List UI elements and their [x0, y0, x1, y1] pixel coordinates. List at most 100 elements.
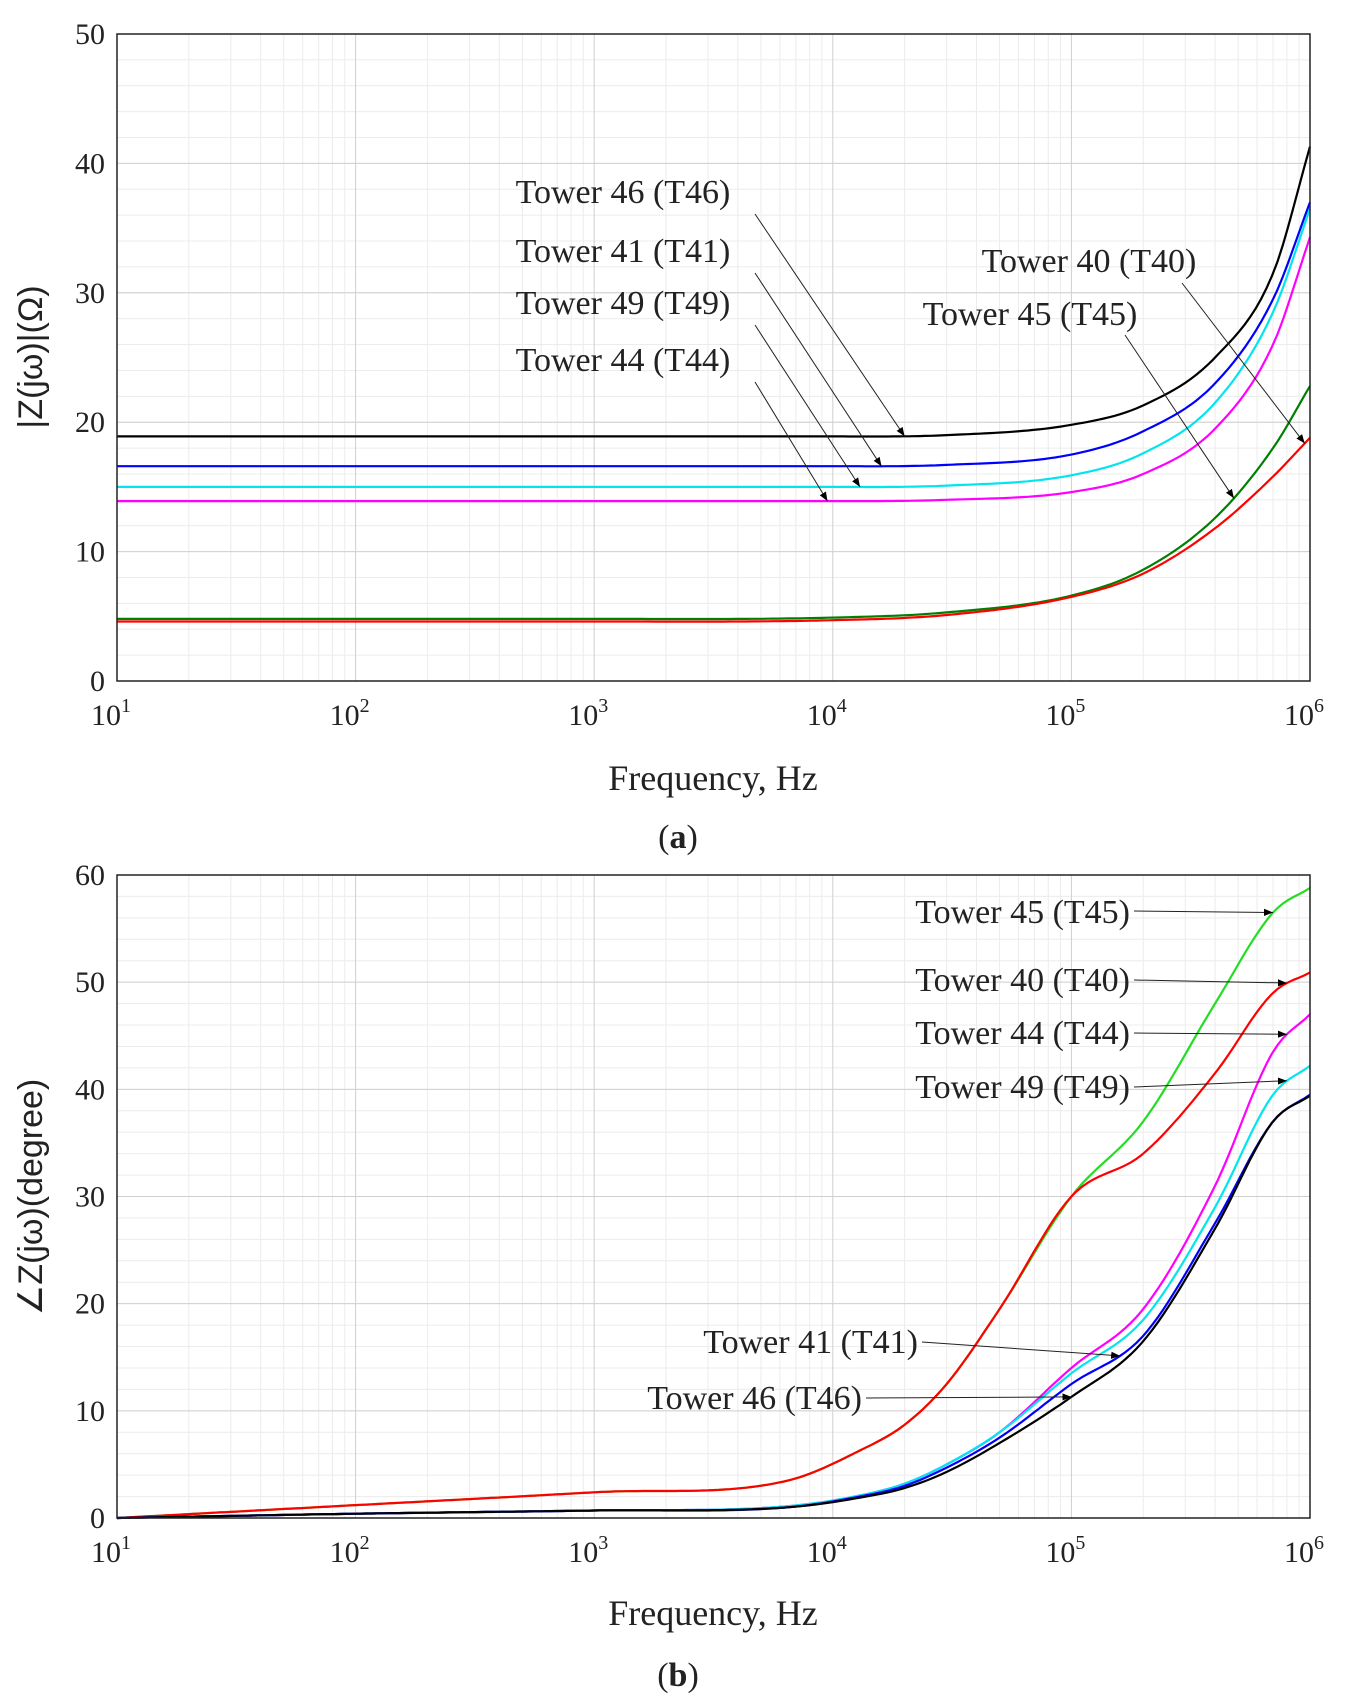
series-line-tower-41-t41 — [117, 201, 1312, 468]
y-tick-label: 30 — [75, 1181, 105, 1214]
series-line-tower-44-t44 — [117, 236, 1312, 503]
x-tick-exponent: 1 — [121, 1532, 131, 1554]
x-tick-exponent: 5 — [1075, 695, 1085, 717]
annotations: Tower 46 (T46) Tower 41 (T41) Tower 49 (T4… — [516, 174, 1306, 502]
annotation-label: Tower 40 (T40) — [915, 962, 1130, 999]
series-line-tower-46-t46 — [116, 1094, 1311, 1520]
x-tick-label: 105 — [1045, 1532, 1085, 1569]
x-tick-exponent: 4 — [837, 1532, 847, 1554]
x-tick-base: 10 — [568, 699, 598, 732]
x-tick-label: 101 — [91, 1532, 131, 1569]
x-tick-exponent: 5 — [1075, 1532, 1085, 1554]
y-tick-label: 0 — [90, 665, 105, 698]
x-tick-exponent: 4 — [837, 695, 847, 717]
y-tick-label: 40 — [75, 147, 105, 180]
x-tick-exponent: 6 — [1314, 1532, 1324, 1554]
y-tick-label: 10 — [75, 536, 105, 569]
x-tick-labels: 101 102 103 104 105 106 — [91, 1532, 1324, 1569]
annotation-label: Tower 41 (T41) — [516, 233, 731, 270]
annotation-label: Tower 46 (T46) — [516, 174, 731, 211]
x-tick-label: 104 — [807, 1532, 847, 1569]
x-tick-label: 106 — [1284, 695, 1324, 732]
x-tick-base: 10 — [1045, 699, 1075, 732]
series-line-tower-46-t46 — [117, 146, 1312, 438]
series-line-tower-40-t40 — [116, 971, 1311, 1520]
annotation-label: Tower 49 (T49) — [915, 1069, 1130, 1106]
caption-letter: b — [669, 1657, 688, 1694]
annotation-label: Tower 44 (T44) — [915, 1015, 1130, 1052]
caption-b: (b) — [657, 1657, 699, 1694]
annotation-arrow — [1133, 908, 1274, 917]
y-tick-label: 60 — [75, 859, 105, 892]
y-tick-label: 50 — [75, 966, 105, 999]
x-tick-exponent: 3 — [598, 1532, 608, 1554]
annotation-label: Tower 45 (T45) — [923, 296, 1138, 333]
y-tick-label: 50 — [75, 18, 105, 51]
x-tick-label: 106 — [1284, 1532, 1324, 1569]
x-tick-label: 103 — [568, 1532, 608, 1569]
annotation-arrow — [1133, 1030, 1287, 1038]
series-line-tower-45-t45 — [117, 385, 1311, 621]
x-tick-labels: 101 102 103 104 105 106 — [91, 695, 1324, 732]
x-tick-exponent: 2 — [360, 1532, 370, 1554]
x-tick-base: 10 — [330, 1536, 360, 1569]
x-tick-base: 10 — [1284, 699, 1314, 732]
series-line-tower-49-t49 — [117, 208, 1312, 489]
y-tick-label: 30 — [75, 277, 105, 310]
x-tick-label: 103 — [568, 695, 608, 732]
plot-frame — [116, 874, 1311, 1519]
x-tick-label: 105 — [1045, 695, 1085, 732]
x-tick-exponent: 3 — [598, 695, 608, 717]
annotation-label: Tower 49 (T49) — [516, 285, 731, 322]
y-axis-label: ∠Z(jω)(degree) — [12, 1079, 50, 1316]
x-tick-exponent: 2 — [360, 695, 370, 717]
annotation-label: Tower 41 (T41) — [703, 1324, 918, 1361]
x-tick-base: 10 — [568, 1536, 598, 1569]
x-tick-label: 102 — [330, 695, 370, 732]
x-tick-base: 10 — [1045, 1536, 1075, 1569]
annotation-arrow — [1181, 282, 1306, 444]
annotation-label: Tower 44 (T44) — [516, 342, 731, 379]
annotation-arrow — [1133, 1077, 1287, 1088]
series-lines — [116, 886, 1311, 1520]
series-lines — [117, 146, 1312, 623]
annotation-arrow — [754, 272, 882, 467]
annotation-arrow — [921, 1341, 1121, 1359]
x-tick-base: 10 — [807, 1536, 837, 1569]
series-line-tower-40-t40 — [117, 436, 1311, 623]
caption-a: (a) — [658, 819, 698, 856]
x-axis-label: Frequency, Hz — [608, 758, 818, 798]
x-tick-base: 10 — [91, 1536, 121, 1569]
annotation-arrow — [1133, 979, 1287, 987]
y-tick-label: 0 — [90, 1502, 105, 1535]
y-axis-label: |Z(jω)|(Ω) — [12, 285, 50, 428]
grid — [116, 874, 1311, 1519]
y-tick-labels: 0 10 20 30 40 50 — [75, 18, 105, 698]
y-tick-label: 10 — [75, 1395, 105, 1428]
y-tick-label: 20 — [75, 1288, 105, 1321]
annotation-arrow — [865, 1393, 1072, 1401]
x-tick-exponent: 1 — [121, 695, 131, 717]
plot-area — [117, 34, 1310, 681]
caption-letter: a — [670, 819, 687, 856]
x-tick-base: 10 — [1284, 1536, 1314, 1569]
y-tick-labels: 0 10 20 30 40 50 60 — [75, 859, 105, 1535]
annotation-arrow — [754, 381, 828, 502]
annotation-arrow — [754, 213, 906, 437]
x-tick-label: 102 — [330, 1532, 370, 1569]
x-tick-label: 104 — [807, 695, 847, 732]
annotation-label: Tower 46 (T46) — [647, 1380, 862, 1417]
x-tick-exponent: 6 — [1314, 695, 1324, 717]
y-tick-label: 20 — [75, 406, 105, 439]
x-tick-base: 10 — [330, 699, 360, 732]
y-tick-label: 40 — [75, 1073, 105, 1106]
plot-frame — [116, 33, 1311, 682]
annotation-label: Tower 45 (T45) — [915, 894, 1130, 931]
annotation-label: Tower 40 (T40) — [982, 243, 1197, 280]
annotations: Tower 45 (T45) Tower 40 (T40) Tower 44 (T4… — [647, 894, 1287, 1417]
annotation-arrow — [1124, 334, 1235, 499]
annotation-arrow — [754, 324, 861, 488]
